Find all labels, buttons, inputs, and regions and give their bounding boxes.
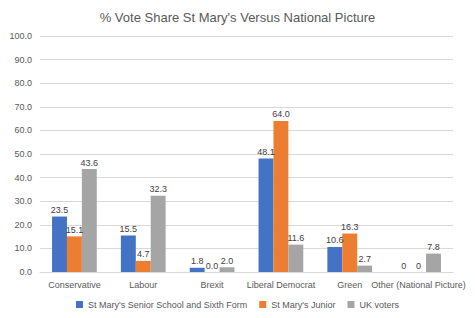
svg-text:1.8: 1.8: [191, 256, 204, 266]
svg-text:43.6: 43.6: [81, 158, 99, 168]
svg-text:2.0: 2.0: [221, 256, 234, 266]
svg-text:23.5: 23.5: [51, 205, 69, 215]
svg-text:80.0: 80.0: [14, 78, 32, 88]
svg-text:Liberal Democrat: Liberal Democrat: [247, 280, 316, 290]
svg-text:16.3: 16.3: [341, 222, 359, 232]
svg-text:15.5: 15.5: [120, 224, 138, 234]
svg-text:15.1: 15.1: [66, 225, 84, 235]
svg-text:90.0: 90.0: [14, 55, 32, 65]
svg-text:40.0: 40.0: [14, 173, 32, 183]
svg-text:0: 0: [401, 261, 406, 271]
svg-text:Other (National Picture): Other (National Picture): [371, 280, 466, 290]
svg-text:4.7: 4.7: [137, 249, 150, 259]
svg-text:48.1: 48.1: [257, 147, 275, 157]
svg-text:60.0: 60.0: [14, 125, 32, 135]
svg-text:Conservative: Conservative: [48, 280, 101, 290]
svg-text:% Vote Share St Mary's Versus: % Vote Share St Mary's Versus National P…: [100, 10, 376, 25]
svg-text:0: 0: [416, 261, 421, 271]
svg-text:Brexit: Brexit: [201, 280, 225, 290]
svg-text:Labour: Labour: [129, 280, 157, 290]
svg-text:2.7: 2.7: [358, 254, 371, 264]
svg-text:10.0: 10.0: [14, 243, 32, 253]
svg-text:11.6: 11.6: [287, 233, 304, 243]
svg-text:50.0: 50.0: [14, 149, 32, 159]
svg-text:20.0: 20.0: [14, 220, 32, 230]
svg-text:32.3: 32.3: [149, 184, 167, 194]
svg-text:St Mary's Junior: St Mary's Junior: [271, 300, 335, 310]
svg-text:St Mary's Senior School and Si: St Mary's Senior School and Sixth Form: [88, 300, 247, 310]
svg-text:30.0: 30.0: [14, 196, 32, 206]
svg-text:UK voters: UK voters: [360, 300, 400, 310]
svg-text:Green: Green: [337, 280, 362, 290]
svg-text:70.0: 70.0: [14, 102, 32, 112]
svg-text:0.0: 0.0: [19, 267, 32, 277]
svg-text:7.8: 7.8: [427, 242, 440, 252]
svg-text:0.0: 0.0: [206, 261, 219, 271]
svg-text:10.6: 10.6: [326, 235, 344, 245]
svg-text:100.0: 100.0: [9, 31, 32, 41]
svg-text:64.0: 64.0: [272, 109, 290, 119]
